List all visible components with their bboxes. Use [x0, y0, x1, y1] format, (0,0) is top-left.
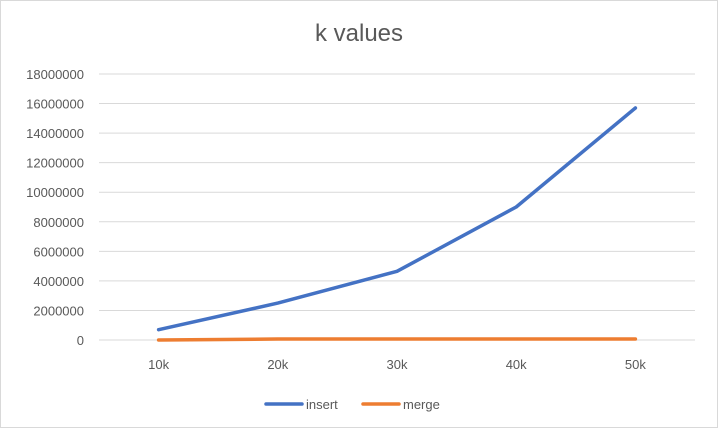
data-point-merge: [395, 337, 399, 341]
y-tick-label: 6000000: [33, 244, 84, 259]
series-line-insert: [156, 106, 638, 332]
data-point-merge: [157, 338, 161, 342]
data-point-merge: [514, 337, 518, 341]
data-point-insert: [276, 301, 280, 305]
x-tick-label: 10k: [148, 357, 169, 372]
x-axis-tick-labels: 10k 20k 30k 40k 50k: [148, 357, 646, 372]
y-tick-label: 4000000: [33, 274, 84, 289]
data-point-insert: [395, 269, 399, 273]
legend-label-merge: merge: [403, 397, 440, 412]
gridlines: [99, 73, 695, 341]
y-tick-label: 10000000: [26, 185, 84, 200]
data-point-merge: [276, 337, 280, 341]
x-tick-label: 30k: [387, 357, 408, 372]
data-point-merge: [633, 337, 637, 341]
data-point-insert: [157, 328, 161, 332]
x-tick-label: 20k: [267, 357, 288, 372]
y-tick-label: 8000000: [33, 215, 84, 230]
y-tick-label: 2000000: [33, 303, 84, 318]
chart-title: k values: [315, 20, 403, 47]
y-tick-label: 12000000: [26, 156, 84, 171]
y-axis-tick-labels: 0 2000000 4000000 6000000 8000000 10000000 120…: [26, 67, 84, 348]
y-tick-label: 0: [77, 333, 84, 348]
series-lines: [156, 106, 638, 342]
x-tick-label: 40k: [506, 357, 527, 372]
y-tick-label: 16000000: [26, 97, 84, 112]
y-tick-label: 14000000: [26, 126, 84, 141]
legend: insert merge: [264, 397, 440, 412]
data-point-insert: [633, 106, 637, 110]
legend-label-insert: insert: [306, 397, 338, 412]
x-tick-label: 50k: [625, 357, 646, 372]
data-point-insert: [514, 205, 518, 209]
y-tick-label: 18000000: [26, 67, 84, 82]
